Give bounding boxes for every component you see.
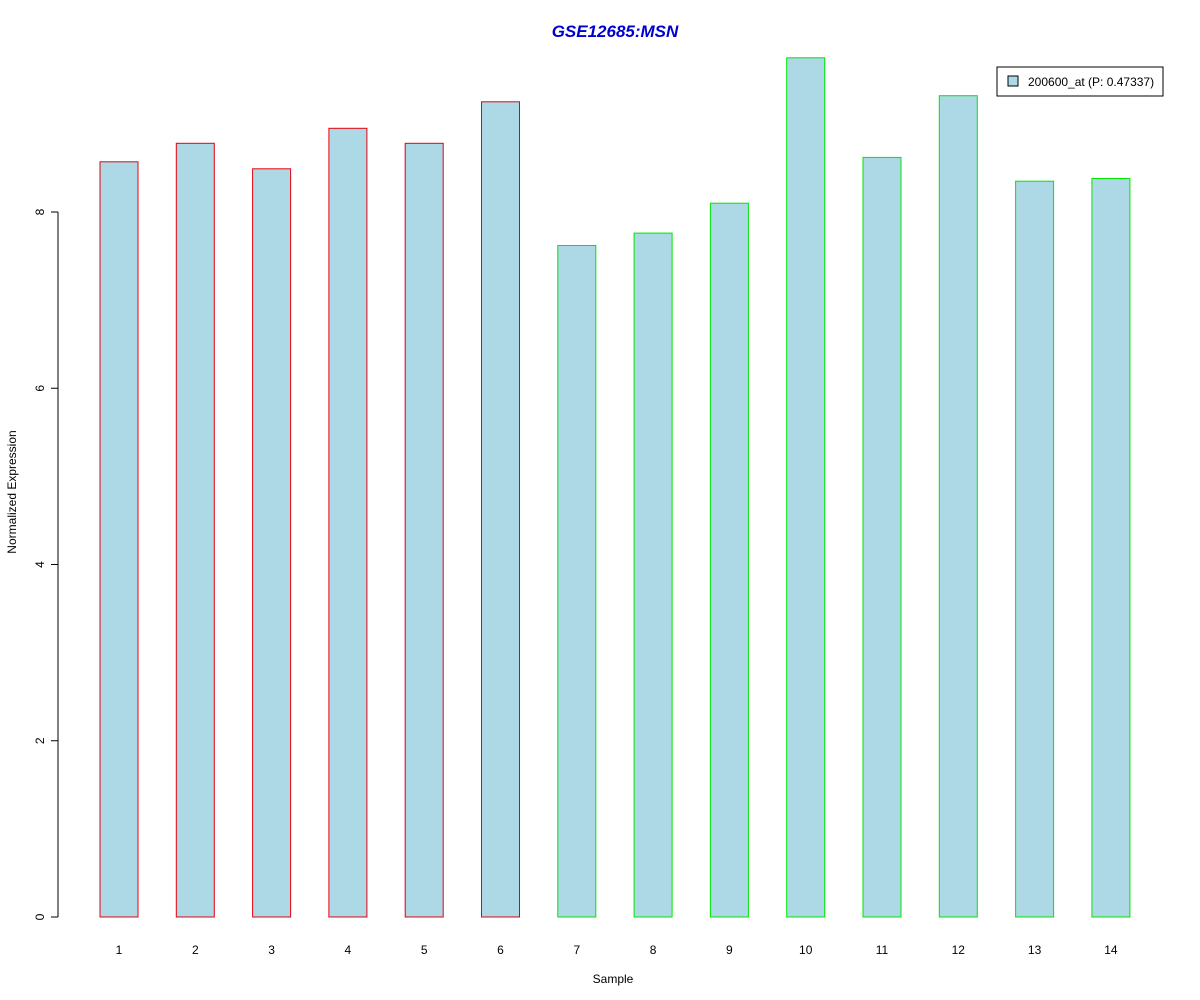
legend-swatch [1007,75,1019,87]
y-tick-label: 0 [33,913,47,920]
x-tick-label: 1 [116,943,123,957]
bars-group [99,57,1131,918]
y-tick-label: 4 [33,561,47,568]
bar [557,245,597,918]
bar [709,202,749,918]
x-tick-label: 5 [421,943,428,957]
y-tick-label: 2 [33,737,47,744]
x-tick-labels: 1 2 3 4 5 6 7 8 9 10 11 12 13 14 [116,943,1118,957]
x-tick-label: 2 [192,943,199,957]
legend-entry: 200600_at (P: 0.47337) [1028,75,1154,89]
bar [1091,178,1131,918]
x-tick-label: 7 [573,943,580,957]
legend-box [996,66,1164,97]
bar [786,57,826,918]
x-tick-label: 12 [952,943,966,957]
chart-title: GSE12685:MSN [552,22,679,41]
y-axis-label: Normalized Expression [5,430,19,553]
y-tick-label: 6 [33,385,47,392]
bar [1015,180,1055,918]
x-tick-label: 14 [1104,943,1118,957]
x-tick-label: 9 [726,943,733,957]
bar [175,142,215,918]
x-tick-label: 11 [876,943,889,957]
x-tick-label: 8 [650,943,657,957]
bar [481,101,520,918]
bar [99,161,139,918]
legend: 200600_at (P: 0.47337) [996,66,1164,97]
y-tick-label: 8 [33,208,47,215]
bar [938,95,978,918]
y-axis: 0 2 4 6 8 [33,208,59,920]
x-tick-label: 6 [497,943,504,957]
bar [862,156,902,918]
bar [404,142,444,918]
x-tick-label: 3 [268,943,275,957]
bar [328,127,368,918]
x-tick-label: 13 [1028,943,1042,957]
bar [633,232,673,918]
x-tick-label: 10 [799,943,813,957]
x-tick-label: 4 [345,943,352,957]
bar [252,168,292,918]
x-axis-label: Sample [593,972,634,986]
